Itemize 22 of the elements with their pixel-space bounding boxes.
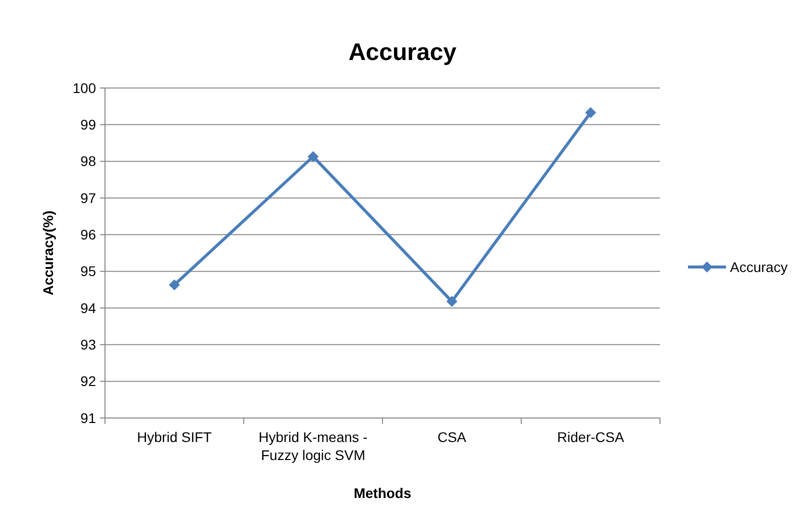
y-tick-label: 98 (80, 153, 96, 170)
x-tick-label: Rider-CSA (557, 429, 625, 445)
y-tick-label: 93 (80, 336, 96, 353)
y-tick-label: 97 (80, 190, 96, 206)
y-tick-label: 96 (80, 226, 96, 243)
x-tick-label: CSA (437, 429, 467, 445)
point (585, 107, 596, 118)
x-tick-label: Hybrid K-means - Fuzzy logic SVM (258, 429, 368, 463)
x-axis-title: Methods (354, 485, 412, 501)
legend-label: Accuracy (730, 258, 788, 275)
y-tick-label: 92 (80, 373, 96, 390)
y-tick-label: 94 (80, 300, 96, 316)
y-axis-title: Accuracy(%) (40, 210, 56, 296)
y-tick-label: 95 (80, 263, 96, 280)
point (168, 279, 180, 290)
point (446, 296, 458, 307)
x-tick-label: Hybrid SIFT (137, 429, 212, 445)
y-tick-label: 91 (80, 410, 96, 426)
chart-title: Accuracy (348, 39, 458, 66)
point (308, 151, 319, 162)
y-tick-label: 100 (72, 80, 96, 96)
y-tick-label: 99 (80, 116, 96, 133)
